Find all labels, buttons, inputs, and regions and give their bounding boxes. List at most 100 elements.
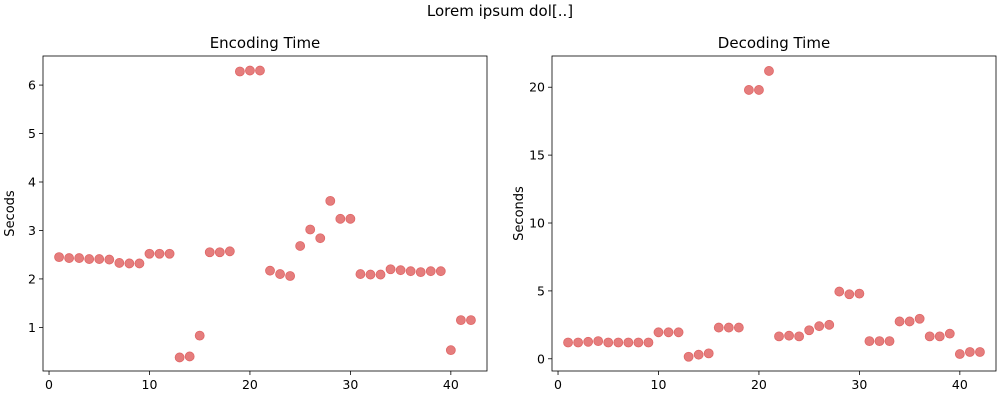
- encoding-data-point: [255, 65, 265, 76]
- decoding-data-point: [894, 316, 905, 327]
- decoding-y-tick-label: 5: [537, 283, 545, 298]
- decoding-data-point: [613, 337, 624, 348]
- decoding-x-tick-label: 10: [651, 377, 667, 392]
- decoding-data-point: [954, 349, 965, 359]
- encoding-data-point: [194, 330, 205, 341]
- decoding-data-point: [794, 331, 805, 342]
- decoding-data-point: [693, 349, 704, 360]
- decoding-data-point: [904, 316, 915, 327]
- decoding-data-point: [583, 336, 594, 347]
- decoding-data-point: [703, 348, 714, 359]
- decoding-data-point: [844, 289, 855, 300]
- decoding-data-point: [723, 322, 734, 333]
- encoding-data-point: [375, 269, 386, 280]
- decoding-data-point: [834, 286, 845, 297]
- decoding-x-tick-label: 30: [851, 377, 867, 392]
- encoding-data-point: [445, 345, 456, 356]
- encoding-x-tick-label: 30: [342, 377, 358, 392]
- decoding-y-tick-label: 20: [529, 80, 545, 95]
- encoding-data-point: [345, 213, 356, 224]
- encoding-data-point: [184, 351, 195, 362]
- decoding-y-tick-label: 15: [529, 148, 545, 163]
- decoding-x-tick-label: 40: [952, 377, 968, 392]
- decoding-data-point: [864, 336, 875, 347]
- encoding-data-point: [104, 254, 115, 265]
- decoding-data-point: [713, 322, 724, 333]
- decoding-y-axis-label: Seconds: [512, 186, 527, 241]
- encoding-data-point: [305, 224, 316, 235]
- encoding-y-tick-label: 4: [28, 175, 36, 190]
- encoding-data-point: [94, 254, 105, 264]
- decoding-data-point: [643, 337, 654, 348]
- encoding-y-tick-label: 2: [28, 271, 36, 286]
- encoding-data-point: [174, 352, 185, 363]
- encoding-data-point: [355, 269, 366, 279]
- decoding-data-point: [563, 337, 573, 348]
- decoding-data-point: [764, 66, 774, 76]
- encoding-data-point: [124, 258, 135, 269]
- encoding-data-point: [114, 258, 125, 268]
- decoding-data-point: [874, 336, 885, 347]
- encoding-data-point: [325, 195, 336, 206]
- encoding-data-point: [275, 269, 285, 279]
- decoding-data-point: [673, 327, 684, 338]
- encoding-y-tick-label: 6: [28, 78, 36, 93]
- encoding-x-tick-label: 40: [443, 377, 459, 392]
- encoding-data-point: [455, 315, 466, 326]
- decoding-data-point: [975, 347, 985, 357]
- decoding-data-point: [573, 337, 584, 348]
- decoding-data-point: [924, 331, 935, 342]
- decoding-data-point: [934, 331, 945, 342]
- decoding-x-tick-label: 20: [751, 377, 767, 392]
- encoding-data-point: [164, 248, 175, 259]
- decoding-data-point: [814, 321, 825, 332]
- encoding-data-point: [365, 269, 376, 280]
- decoding-data-point: [623, 337, 634, 348]
- decoding-data-point: [854, 288, 865, 299]
- encoding-data-point: [144, 248, 155, 259]
- encoding-data-point: [415, 267, 426, 278]
- encoding-data-point: [214, 247, 225, 258]
- encoding-data-point: [385, 264, 396, 275]
- encoding-data-point: [64, 253, 75, 263]
- decoding-data-point: [824, 319, 835, 330]
- encoding-data-point: [224, 246, 235, 257]
- encoding-data-point: [335, 213, 346, 224]
- encoding-y-axis-label: Secods: [3, 190, 18, 237]
- encoding-data-point: [84, 254, 95, 264]
- decoding-title: Decoding Time: [718, 34, 830, 52]
- decoding-data-point: [804, 325, 815, 336]
- decoding-data-point: [884, 336, 895, 347]
- decoding-data-point: [663, 327, 674, 338]
- encoding-data-point: [245, 65, 255, 76]
- encoding-y-tick-label: 3: [28, 223, 36, 238]
- encoding-data-point: [154, 248, 165, 259]
- decoding-data-point: [964, 347, 975, 357]
- decoding-data-point: [743, 85, 754, 95]
- decoding-data-point: [944, 328, 955, 339]
- decoding-data-point: [633, 337, 644, 348]
- encoding-data-point: [134, 258, 145, 269]
- encoding-x-tick-label: 20: [242, 377, 258, 392]
- decoding-y-tick-label: 10: [529, 216, 545, 231]
- encoding-data-point: [234, 66, 245, 77]
- encoding-data-point: [54, 252, 64, 263]
- encoding-data-point: [405, 266, 416, 277]
- decoding-y-tick-label: 0: [537, 351, 545, 366]
- encoding-data-point: [204, 247, 215, 258]
- encoding-y-tick-label: 5: [28, 126, 36, 141]
- figure-suptitle: Lorem ipsum dol[..]: [426, 2, 574, 20]
- encoding-title: Encoding Time: [210, 34, 321, 52]
- encoding-data-point: [466, 315, 476, 326]
- decoding-data-point: [754, 85, 764, 95]
- decoding-axes-frame: [551, 55, 997, 372]
- encoding-data-point: [315, 233, 326, 244]
- decoding-data-point: [593, 336, 604, 347]
- decoding-data-point: [683, 351, 694, 362]
- encoding-x-tick-label: 10: [142, 377, 158, 392]
- decoding-data-point: [733, 322, 744, 333]
- decoding-data-point: [653, 327, 664, 338]
